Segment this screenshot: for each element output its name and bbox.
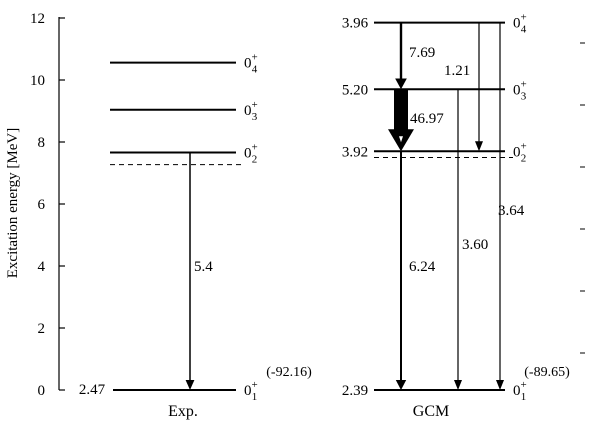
gcm-arrow-3-2-shaft (394, 89, 408, 132)
gcm-binding-energy: (-89.65) (524, 365, 570, 380)
exp-transition-arrow-head (185, 380, 195, 390)
y-tick-label: 10 (30, 73, 45, 89)
gcm-arrow-4-1-head (496, 380, 504, 390)
gcm-state-label: 0+ 4 (513, 12, 527, 36)
gcm-radius-label: 2.39 (342, 383, 368, 399)
gcm-arrow-4-3 (395, 22, 407, 90)
exp-binding-energy: (-92.16) (266, 365, 312, 380)
gcm-arrow-3-2 (388, 89, 414, 152)
gcm-state-label: 0+ 3 (513, 78, 527, 102)
y-tick-label: 4 (38, 259, 46, 275)
y-tick-label: 0 (38, 383, 46, 399)
right-tick-marks (580, 42, 585, 354)
gcm-label-3-2: 46.97 (410, 111, 444, 127)
gcm-arrow-3-2-highlight (399, 136, 403, 143)
experiment-panel: Exp. 2.47 (-92.16) 0+ 1 0+ 2 0+ 3 0+ 4 5.4 (79, 52, 312, 420)
gcm-panel: GCM (-89.65) 2.39 0+ 1 3.92 0+ 2 5.20 0+ 3 3.96 0+… (342, 12, 570, 420)
exp-title: Exp. (168, 403, 198, 420)
gcm-arrow-4-2-head (475, 141, 483, 152)
exp-state-label: 0+ 2 (244, 142, 258, 166)
gcm-state-label: 0+ 1 (513, 379, 527, 403)
gcm-radius-label: 3.92 (342, 144, 368, 160)
exp-state-label: 0+ 1 (244, 379, 258, 403)
gcm-title: GCM (413, 403, 449, 420)
gcm-label-4-1: 3.64 (498, 203, 525, 219)
y-tick-label: 6 (38, 197, 46, 213)
gcm-label-3-1: 3.60 (462, 237, 488, 253)
exp-ground-radius: 2.47 (79, 382, 106, 398)
gcm-label-4-3: 7.69 (409, 45, 435, 61)
y-tick-label: 8 (38, 135, 46, 151)
y-axis-label: Excitation energy [MeV] (5, 128, 21, 279)
gcm-arrow-4-2 (475, 22, 483, 152)
gcm-arrow-3-1 (454, 89, 462, 390)
gcm-state-label: 0+ 2 (513, 140, 527, 164)
gcm-arrow-2-1 (395, 151, 407, 390)
y-tick-label: 2 (38, 321, 46, 337)
gcm-label-4-2: 1.21 (444, 63, 470, 79)
y-tick-label: 12 (30, 11, 45, 27)
exp-state-label: 0+ 3 (244, 99, 258, 123)
exp-transition-arrow (185, 152, 195, 390)
gcm-label-2-1: 6.24 (409, 259, 436, 275)
gcm-radius-label: 3.96 (342, 16, 369, 32)
gcm-arrow-3-1-head (454, 380, 462, 390)
gcm-radius-label: 5.20 (342, 82, 368, 98)
gcm-arrow-2-1-head (395, 380, 407, 390)
gcm-arrow-4-3-head (395, 78, 407, 90)
exp-state-label: 0+ 4 (244, 52, 258, 76)
y-axis-ticks: 0 2 4 6 8 10 12 (30, 11, 65, 399)
exp-transition-label: 5.4 (194, 259, 213, 275)
gcm-arrow-4-1 (496, 22, 504, 390)
